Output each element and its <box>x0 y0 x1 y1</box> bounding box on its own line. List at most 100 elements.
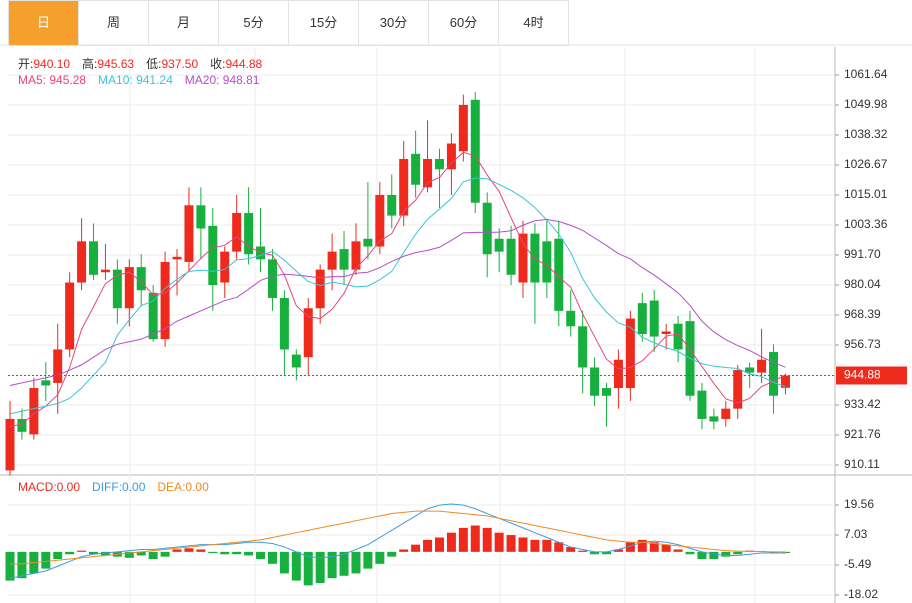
candle-body <box>148 292 158 340</box>
y-tick-label: 921.76 <box>844 427 881 441</box>
macd-bar <box>220 551 230 555</box>
macd-bar <box>506 535 516 552</box>
macd-bar <box>530 539 540 552</box>
macd-bar <box>208 551 218 554</box>
macd-bar <box>303 551 313 586</box>
candle-body <box>208 225 218 286</box>
candle-body <box>590 367 600 396</box>
macd-bar <box>160 551 170 557</box>
candle-body <box>172 256 182 260</box>
candle-body <box>613 359 623 389</box>
macd-bar <box>184 548 194 552</box>
macd-bar <box>363 551 373 569</box>
period-tab[interactable]: 4时 <box>499 1 569 45</box>
y-tick-label: 1015.01 <box>844 187 888 201</box>
y-tick-label: 1061.64 <box>844 67 888 81</box>
candle-body <box>530 233 540 283</box>
candle-body <box>709 416 719 422</box>
macd-bar <box>458 527 468 552</box>
candle-body <box>542 241 552 283</box>
macd-bar <box>542 539 552 552</box>
macd-bar <box>494 532 504 552</box>
macd-bar <box>77 550 87 552</box>
macd-bar <box>351 551 361 574</box>
macd-bar <box>267 551 277 564</box>
candle-body <box>697 390 707 419</box>
y-tick-label: 7.03 <box>844 527 868 541</box>
candle-body <box>327 251 337 270</box>
y-tick-label: 910.11 <box>844 457 880 471</box>
macd-bar <box>411 544 421 552</box>
ma-legend-item: MA20: 948.81 <box>184 73 260 87</box>
macd-bar <box>697 551 707 560</box>
candle-body <box>160 261 170 340</box>
period-tab[interactable]: 5分 <box>219 1 289 45</box>
y-tick-label: 968.39 <box>844 307 881 321</box>
candle-body <box>411 153 421 185</box>
y-tick-label: -18.02 <box>844 587 878 601</box>
macd-bar <box>5 551 15 581</box>
y-tick-label: 980.04 <box>844 277 881 291</box>
period-tab[interactable]: 月 <box>149 1 219 45</box>
last-price-box <box>836 366 907 385</box>
macd-bar <box>53 551 63 560</box>
macd-bar <box>291 551 301 581</box>
quote-value: 940.10 <box>33 57 71 71</box>
candle-body <box>136 267 146 291</box>
quote-value: 944.88 <box>225 57 263 71</box>
macd-bar <box>387 551 397 557</box>
candle-body <box>315 269 325 309</box>
macd-bar <box>625 542 635 552</box>
quote-item: 低:937.50 <box>146 55 198 72</box>
candle-body <box>518 233 528 283</box>
period-tab[interactable]: 周 <box>79 1 149 45</box>
macd-label: MACD:0.00 <box>18 480 81 494</box>
candle-body <box>303 308 313 358</box>
candle-body <box>220 251 230 283</box>
ma-legend-item: MA10: 941.24 <box>98 73 173 87</box>
macd-legend-item: DIFF:0.00 <box>92 480 146 494</box>
candle-body <box>733 370 743 409</box>
macd-bar <box>780 551 790 554</box>
candle-body <box>637 303 647 335</box>
quote-name: 开: <box>18 57 34 71</box>
candle-body <box>291 354 301 368</box>
quote-item: 收:944.88 <box>210 55 262 72</box>
candle-body <box>470 99 480 203</box>
period-tab[interactable]: 15分 <box>289 1 359 45</box>
y-tick-label: 19.56 <box>844 497 874 511</box>
candle-body <box>196 205 206 229</box>
macd-bar <box>578 550 588 552</box>
macd-bar <box>673 549 683 552</box>
candle-body <box>267 259 277 298</box>
macd-bar <box>41 551 51 569</box>
last-price-label: 944.88 <box>844 368 881 382</box>
macd-bar <box>566 547 576 552</box>
macd-bar <box>649 542 659 552</box>
candle-body <box>434 158 444 170</box>
candle-body <box>757 359 767 373</box>
quote-item: 开:940.10 <box>18 55 70 72</box>
macd-bar <box>279 551 289 574</box>
candle-body <box>769 352 779 396</box>
quote-item: 高:945.63 <box>82 55 134 72</box>
candle-body <box>387 195 397 216</box>
period-tab[interactable]: 30分 <box>359 1 429 45</box>
macd-bar <box>685 551 695 555</box>
y-tick-label: 1038.32 <box>844 127 888 141</box>
macd-bar <box>256 551 266 560</box>
candle-body <box>89 241 99 275</box>
candle-body <box>566 310 576 327</box>
macd-bar <box>124 551 134 558</box>
macd-bar <box>590 551 600 555</box>
macd-bar <box>470 525 480 552</box>
period-tab[interactable]: 60分 <box>429 1 499 45</box>
macd-bar <box>721 551 731 557</box>
period-tab[interactable]: 日 <box>9 1 79 45</box>
candle-body <box>124 267 134 309</box>
macd-bar <box>423 539 433 552</box>
macd-bar <box>100 551 110 556</box>
macd-bar <box>136 551 146 556</box>
candle-body <box>578 326 588 368</box>
candle-body <box>673 323 683 350</box>
